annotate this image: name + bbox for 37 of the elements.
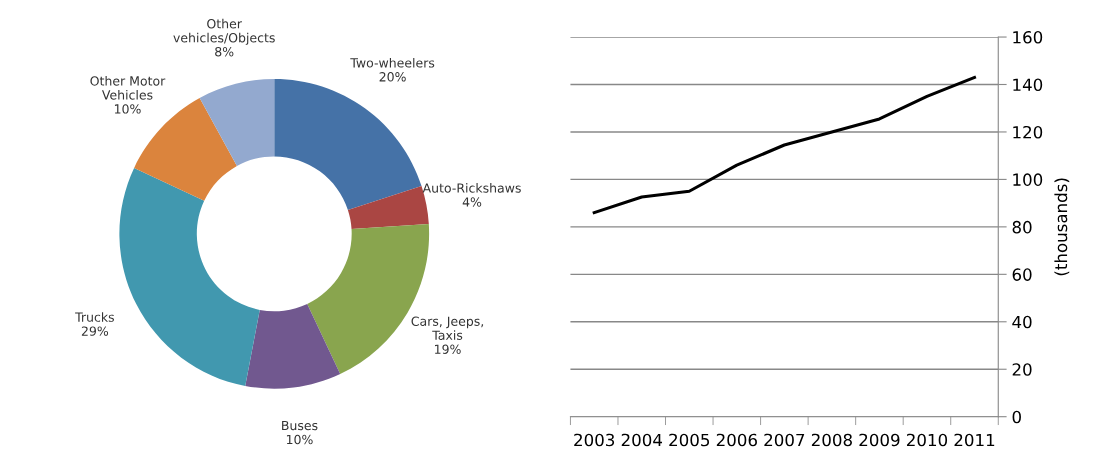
y-tick-label: 80: [1012, 220, 1032, 234]
x-tick-label: 2006: [716, 433, 757, 447]
y-tick-label: 120: [1013, 125, 1043, 139]
data-label: 10%: [114, 104, 141, 114]
x-tick-label: 2011: [954, 433, 995, 447]
data-label: 29%: [81, 326, 109, 336]
slice-label: Buses: [282, 420, 318, 431]
slice-label: Other Motor Vehicles: [90, 75, 166, 100]
x-tick-label: 2004: [621, 433, 663, 447]
donut-slice: [199, 78, 275, 166]
y-tick-label: 140: [1013, 78, 1043, 92]
y-tick-label: 60: [1012, 268, 1032, 281]
slice-label: Cars, Jeeps, Taxis: [411, 316, 484, 340]
slice-label: Other vehicles/Objects: [173, 18, 275, 45]
x-tick-label: 2008: [811, 433, 852, 447]
slice-label: Trucks: [75, 312, 114, 322]
x-tick-label: 2003: [574, 433, 615, 447]
y-tick-label: 40: [1012, 315, 1032, 329]
donut-slice: [245, 303, 341, 389]
donut-slice: [119, 167, 260, 386]
data-label: 10%: [286, 434, 313, 445]
slice-label: Two-wheelers: [350, 57, 435, 68]
x-tick-label: 2007: [764, 433, 805, 447]
data-label: 4%: [462, 197, 482, 207]
line-series: [592, 75, 977, 215]
data-label: 20%: [379, 72, 406, 82]
y-tick-label: 0: [1012, 410, 1021, 424]
x-tick-label: 2010: [906, 433, 948, 447]
y-tick-label: 160: [1013, 31, 1043, 44]
x-tick-label: 2009: [859, 433, 900, 447]
x-tick-label: 2005: [669, 433, 710, 447]
data-label: 19%: [435, 344, 461, 354]
y-tick-label: 100: [1013, 173, 1043, 186]
slice-label: Auto-Rickshaws: [422, 183, 521, 193]
y-tick-label: 20: [1012, 363, 1032, 376]
y-axis-title: (thousands): [1054, 178, 1070, 276]
data-label: 8%: [215, 46, 234, 57]
